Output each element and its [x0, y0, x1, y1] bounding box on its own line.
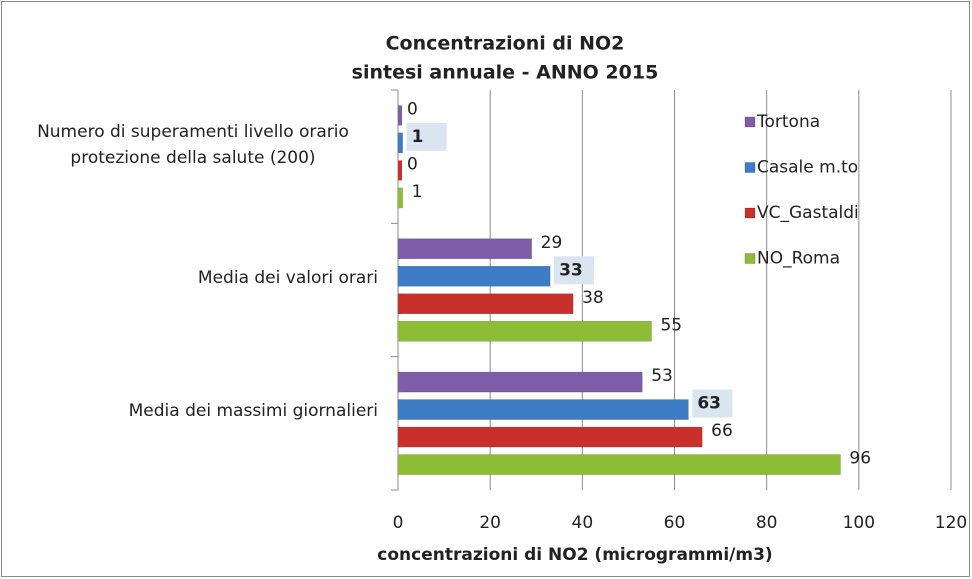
y-tick-label: Numero di superamenti livello orario pro…: [8, 119, 378, 171]
x-axis-label: concentrazioni di NO2 (microgrammi/m3): [377, 545, 772, 565]
data-label: 66: [711, 421, 733, 441]
chart-subtitle: sintesi annuale - ANNO 2015: [352, 62, 659, 84]
data-label: 33: [559, 260, 583, 280]
y-tick-label: Media dei valori orari: [8, 265, 378, 291]
label-box: [554, 256, 595, 285]
x-tick-label: 100: [843, 513, 875, 533]
legend-label: NO_Roma: [757, 249, 840, 269]
x-tick-label: 0: [393, 513, 404, 533]
legend-swatch: [744, 116, 756, 128]
x-tick-label: 80: [756, 513, 778, 533]
bar: [397, 293, 574, 315]
data-label: 96: [849, 449, 871, 469]
bar-tick: [398, 132, 402, 153]
legend-label: Tortona: [756, 112, 820, 132]
legend-label: VC_Gastaldi: [757, 203, 859, 223]
bar-tick: [398, 105, 402, 126]
category-text: Media dei massimi giornalieri: [128, 401, 378, 422]
legend-swatch: [744, 162, 756, 173]
data-label: 38: [582, 288, 604, 308]
category-text: Numero di superamenti livello orario pro…: [37, 121, 349, 168]
data-label: 53: [651, 366, 673, 386]
label-box: [692, 389, 733, 418]
data-label: 55: [660, 315, 682, 335]
data-label: 0: [407, 154, 418, 174]
bar-tick: [398, 293, 402, 314]
x-tick-label: 120: [935, 513, 967, 533]
data-label: 29: [541, 233, 563, 253]
bar-tick: [398, 187, 402, 208]
data-label: 63: [697, 394, 721, 414]
bar: [397, 371, 643, 393]
bar-tick: [398, 238, 402, 259]
bar: [397, 454, 841, 475]
x-tick-label: 60: [664, 513, 686, 533]
data-label: 0: [407, 99, 418, 119]
data-label: 1: [412, 127, 424, 147]
category-text: Media dei valori orari: [197, 268, 378, 288]
bar: [397, 238, 532, 260]
bar-tick: [398, 427, 402, 448]
label-box: [406, 122, 447, 151]
y-tick-label: Media dei massimi giornalieri: [8, 398, 378, 424]
bar-tick: [398, 372, 402, 393]
chart-title: Concentrazioni di NO2: [386, 33, 625, 55]
bar-tick: [398, 160, 402, 181]
bar: [397, 426, 703, 448]
bar: [397, 399, 689, 420]
x-tick-label: 40: [572, 513, 594, 533]
data-label: 1: [412, 182, 423, 202]
legend-swatch: [744, 253, 756, 264]
legend-swatch: [744, 207, 756, 219]
bar-tick: [398, 321, 402, 342]
bar: [397, 265, 551, 287]
bar-tick: [398, 399, 402, 420]
legend-label: Casale m.to: [757, 158, 858, 178]
bar-tick: [398, 266, 402, 287]
x-tick-label: 20: [479, 513, 501, 533]
bar-tick: [398, 454, 402, 475]
bar: [397, 320, 652, 342]
